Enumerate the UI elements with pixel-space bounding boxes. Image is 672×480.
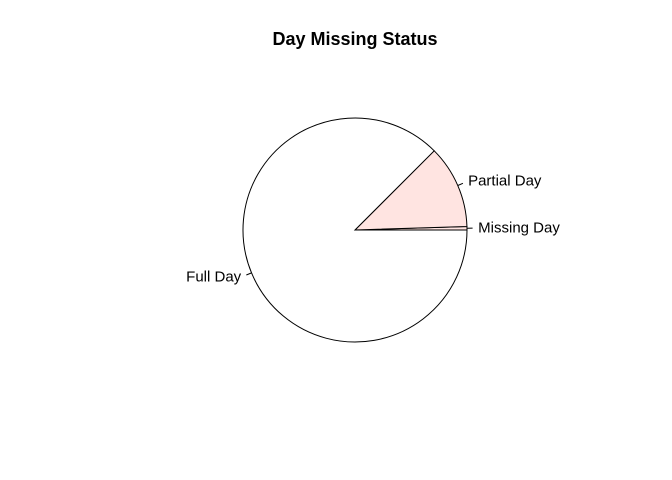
pie-label-full-day: Full Day [186, 269, 242, 286]
pie-label-ticks [246, 182, 473, 276]
pie-label-partial-day: Partial Day [468, 173, 542, 190]
pie-tick-partial-day [457, 182, 464, 186]
chart-title: Day Missing Status [272, 29, 438, 49]
pie-label-missing-day: Missing Day [478, 220, 560, 237]
pie-slices [242, 117, 468, 343]
pie-slice-full-day [242, 117, 468, 343]
pie-tick-full-day [246, 272, 252, 276]
pie-labels: Missing Day Partial Day Full Day [186, 173, 560, 286]
